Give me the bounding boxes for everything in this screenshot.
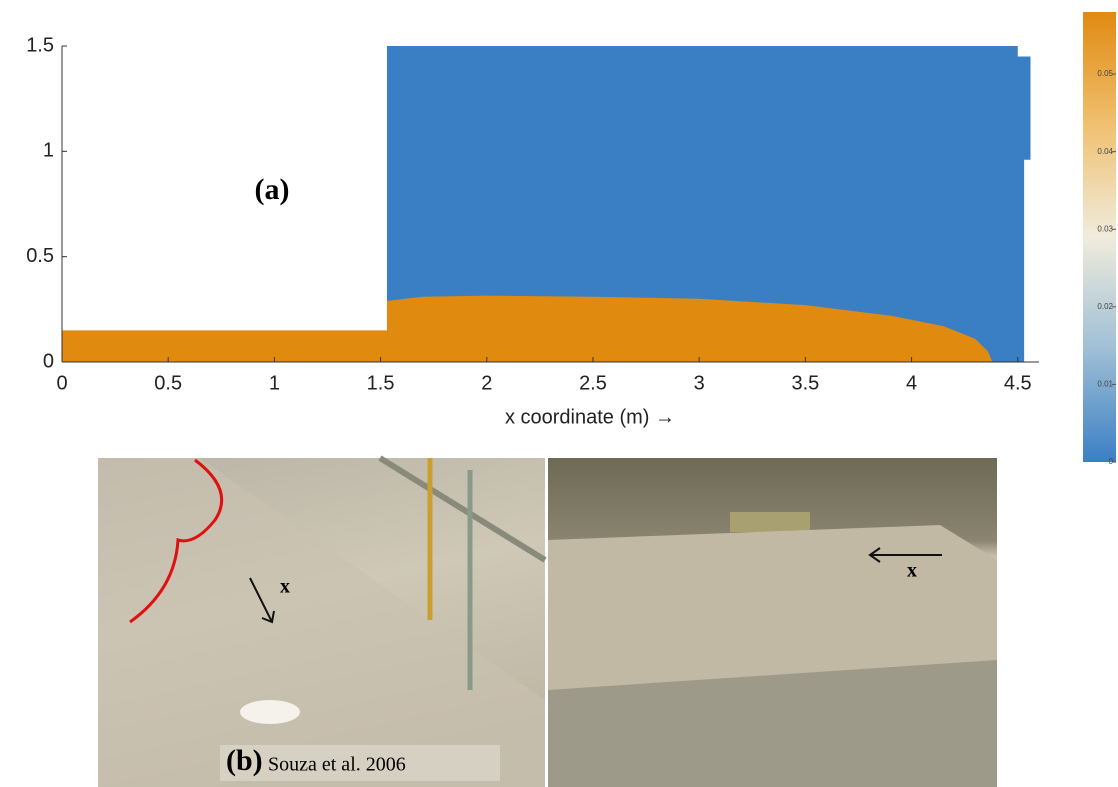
- x-tick-label: 0.5: [154, 372, 182, 394]
- field-plot: 0 0.5 1 1.5 2 2.5 3 3.5 4 4.5 0 0.5 1 1.5: [26, 34, 1039, 394]
- photo-left: x (b) Souza et al. 2006: [98, 458, 545, 787]
- y-tick-label: 0.5: [26, 245, 54, 267]
- x-tick-label: 1.5: [367, 372, 395, 394]
- y-tick-label: 1: [43, 140, 54, 162]
- axis-marker: x: [907, 560, 917, 582]
- colorbar-tick-label: 0.02: [1097, 302, 1113, 311]
- x-tick-label: 4: [906, 372, 917, 394]
- x-tick-label: 2.5: [579, 372, 607, 394]
- x-tick-label: 3: [694, 372, 705, 394]
- colorbar-tick-label: 0.05: [1097, 69, 1113, 78]
- table: [730, 512, 810, 532]
- colorbar-tick-label: 0: [1109, 457, 1114, 466]
- x-tick-label: 0: [56, 372, 67, 394]
- colorbar: [1083, 12, 1116, 462]
- x-axis-label: x coordinate (m) →: [505, 406, 675, 428]
- colorbar-tick-label: 0.03: [1097, 224, 1113, 233]
- x-tick-label: 2: [481, 372, 492, 394]
- panel-label: (b): [226, 744, 263, 777]
- axis-marker: x: [280, 576, 290, 598]
- credit: Souza et al. 2006: [268, 754, 406, 776]
- y-tick-label: 0: [43, 350, 54, 372]
- panel-label: (a): [255, 173, 290, 206]
- x-tick-label: 3.5: [791, 372, 819, 394]
- colorbar-tick-label: 0.04: [1097, 147, 1113, 156]
- x-tick-label: 4.5: [1004, 372, 1032, 394]
- y-tick-label: 1.5: [26, 34, 54, 56]
- photo-right: x: [548, 458, 997, 787]
- x-tick-label: 1: [269, 372, 280, 394]
- glare: [240, 700, 300, 724]
- figure: 0 0.5 1 1.5 2 2.5 3 3.5 4 4.5 0 0.5 1 1.5 (a) x coord…: [0, 0, 1118, 787]
- colorbar-tick-label: 0.01: [1097, 380, 1113, 389]
